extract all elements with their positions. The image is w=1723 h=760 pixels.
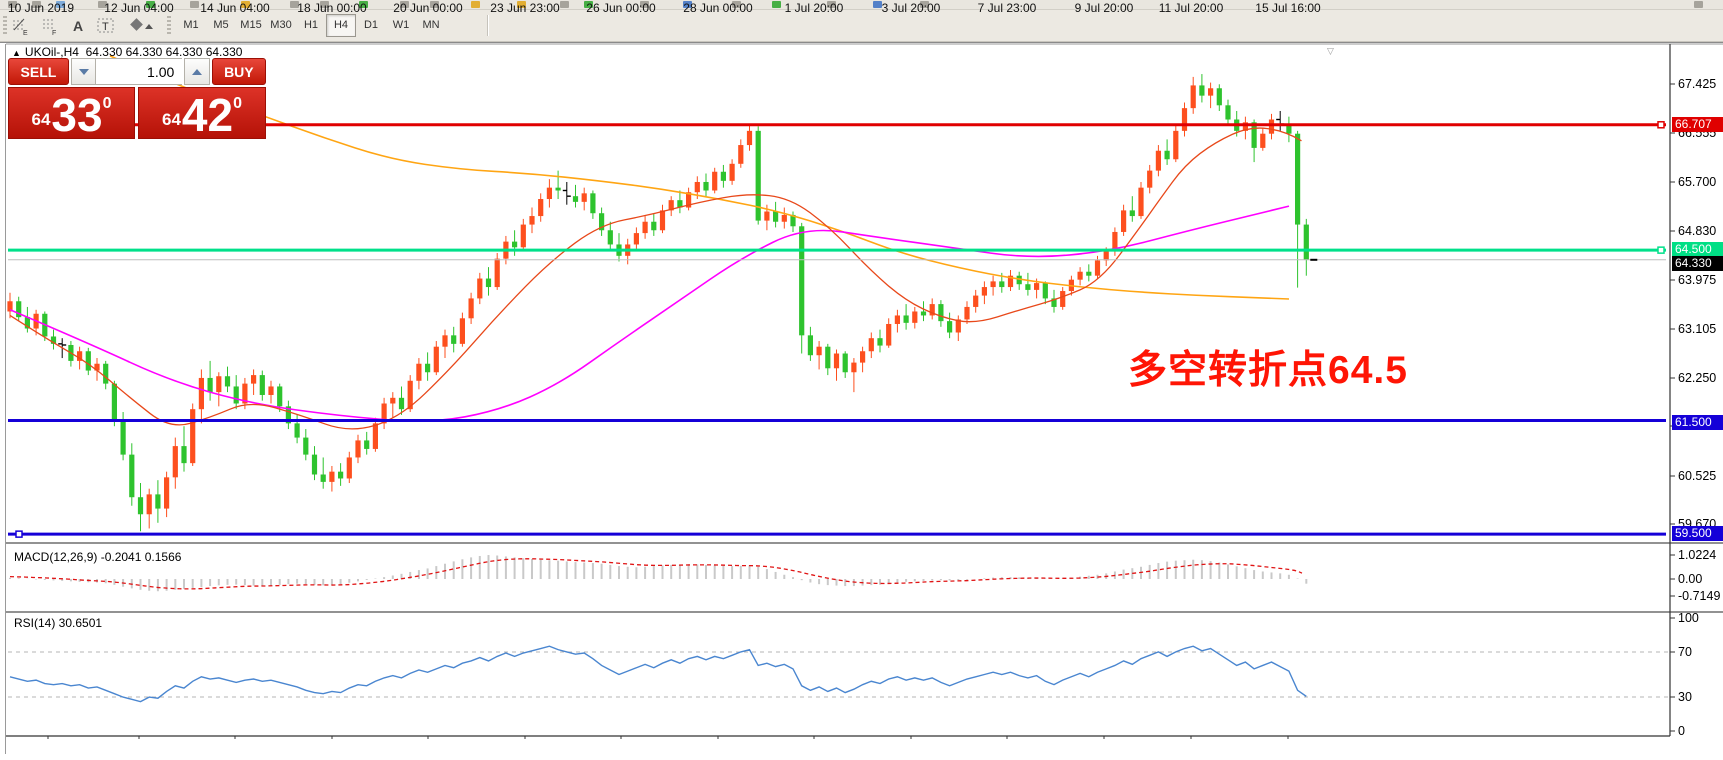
- svg-text:T: T: [102, 21, 109, 33]
- chart-title-bar[interactable]: ▲ UKOil-,H4 64.330 64.330 64.330 64.330: [12, 45, 242, 59]
- clipped-toolbar-icon[interactable]: [1694, 1, 1703, 8]
- clipped-toolbar-icon[interactable]: [8, 1, 17, 8]
- clipped-toolbar-icon[interactable]: [146, 1, 155, 8]
- expert-grid-e-icon[interactable]: E: [8, 14, 32, 38]
- clipped-toolbar-icon[interactable]: [471, 1, 480, 8]
- clipped-toolbar-icon[interactable]: [517, 1, 526, 8]
- clipped-toolbar-icon[interactable]: [920, 1, 929, 8]
- clipped-toolbar-icon[interactable]: [827, 1, 836, 8]
- timeframe-button-w1[interactable]: W1: [386, 14, 416, 37]
- timeframe-button-m1[interactable]: M1: [176, 14, 206, 37]
- clipped-toolbar-icon[interactable]: [732, 1, 741, 8]
- clipped-toolbar-icon[interactable]: [359, 1, 368, 8]
- clipped-toolbar-icon[interactable]: [290, 1, 299, 8]
- chart-text-annotation: 多空转折点64.5: [1128, 349, 1408, 392]
- svg-text:E: E: [23, 30, 28, 36]
- volume-input[interactable]: [96, 58, 183, 85]
- timeframe-button-mn[interactable]: MN: [416, 14, 446, 37]
- clipped-toolbar-icon[interactable]: [320, 1, 329, 8]
- clipped-toolbar-icon[interactable]: [772, 1, 781, 8]
- triangle-down-icon: [78, 68, 89, 75]
- clipped-toolbar-icon[interactable]: [640, 1, 649, 8]
- volume-decrease-button[interactable]: [70, 58, 97, 85]
- sell-price-point: 0: [102, 95, 112, 112]
- sell-price-handle: 64: [31, 110, 51, 129]
- macd-indicator-label: MACD(12,26,9) -0.2041 0.1566: [14, 550, 182, 564]
- clipped-toolbar-icon[interactable]: [400, 1, 409, 8]
- timeframe-button-h4[interactable]: H4: [326, 14, 356, 37]
- clipped-toolbar-icon[interactable]: [241, 1, 250, 8]
- rsi-indicator-label: RSI(14) 30.6501: [14, 616, 103, 630]
- timeframe-button-m30[interactable]: M30: [266, 14, 296, 37]
- collapse-arrow-icon[interactable]: ▲: [12, 48, 21, 58]
- clipped-toolbar-icon[interactable]: [584, 1, 593, 8]
- clipped-toolbar-icon[interactable]: [32, 1, 41, 8]
- cursor-mode-icon[interactable]: [124, 14, 158, 38]
- clipped-toolbar-icon[interactable]: [190, 1, 199, 8]
- timeframe-toolbar-handle[interactable]: [167, 16, 171, 36]
- toolbar-main: E F A T M1 M5 M15 M30 H1 H4 D1 W1 MN: [0, 10, 1723, 42]
- clipped-toolbar-icon[interactable]: [873, 1, 882, 8]
- chart-shift-marker-icon: ▽: [1327, 46, 1334, 56]
- triangle-up-icon: [191, 68, 202, 75]
- timeframe-button-d1[interactable]: D1: [356, 14, 386, 37]
- buy-button[interactable]: BUY: [211, 58, 266, 85]
- clipped-toolbar-icon[interactable]: [430, 1, 439, 8]
- sell-price-pips: 33: [51, 89, 103, 142]
- text-box-icon[interactable]: T: [94, 14, 118, 38]
- buy-price-display[interactable]: 64 42 0: [138, 87, 266, 139]
- timeframe-button-m5[interactable]: M5: [206, 14, 236, 37]
- chart-title: UKOil-,H4 64.330 64.330 64.330 64.330: [24, 45, 243, 59]
- timeframe-button-h1[interactable]: H1: [296, 14, 326, 37]
- sell-price-display[interactable]: 64 33 0: [8, 87, 135, 139]
- svg-text:F: F: [52, 30, 56, 36]
- sell-button[interactable]: SELL: [8, 58, 69, 85]
- timeframe-button-m15[interactable]: M15: [236, 14, 266, 37]
- buy-price-handle: 64: [162, 110, 181, 129]
- buy-price-point: 0: [233, 95, 242, 112]
- clipped-toolbar-icon[interactable]: [56, 1, 65, 8]
- clipped-toolbar-icon[interactable]: [683, 1, 692, 8]
- text-label-icon[interactable]: A: [72, 18, 84, 34]
- toolbar-separator: [487, 15, 489, 36]
- clipped-toolbar-icon[interactable]: [98, 1, 107, 8]
- toolbar-clipped-row: [0, 0, 1723, 10]
- buy-price-pips: 42: [181, 89, 234, 142]
- grid-f-icon[interactable]: F: [38, 14, 62, 38]
- timeframe-toolbar: M1 M5 M15 M30 H1 H4 D1 W1 MN: [176, 14, 446, 38]
- toolbar-drag-handle[interactable]: [3, 16, 7, 36]
- volume-increase-button[interactable]: [184, 58, 210, 85]
- clipped-toolbar-icon[interactable]: [560, 1, 569, 8]
